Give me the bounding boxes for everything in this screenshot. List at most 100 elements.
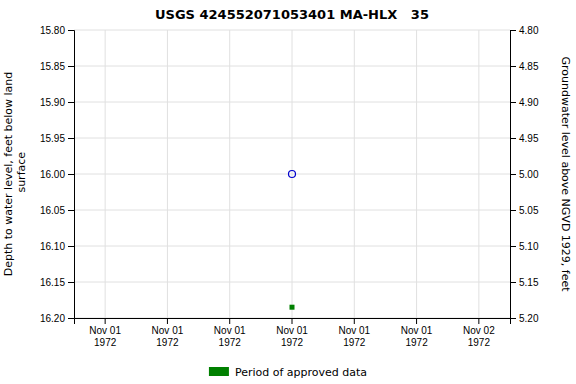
tick: 5.15 [510,277,539,288]
tick-mark [510,66,516,67]
tick-mark [478,318,479,324]
legend-swatch [209,367,229,376]
text-line: Nov 01 [338,325,370,336]
tick-label: 4.95 [519,133,539,144]
legend: Period of approved data [209,366,367,379]
tick-mark [68,66,74,67]
text-line: 1972 [94,337,117,348]
tick-label: 5.15 [519,277,539,288]
tick: 5.20 [510,313,539,324]
tick-label: Nov 021972 [463,325,495,348]
tick-label: 15.85 [40,61,65,72]
point [289,171,296,178]
tick-mark [510,102,516,103]
grid [74,30,510,318]
axis-line [68,31,75,319]
tick: Nov 011972 [214,318,246,348]
tick-mark [68,102,74,103]
chart: Nov 011972Nov 011972Nov 011972Nov 011972… [0,0,576,384]
y-axis-title: Depth to water level, feet below land su… [2,72,28,277]
tick: 16.10 [40,241,74,252]
series [289,171,296,178]
tick-mark [229,318,230,324]
tick-mark [510,30,516,31]
tick-label: 16.10 [40,241,65,252]
tick: 4.80 [510,25,539,36]
tick: 5.00 [510,169,539,180]
text-line: 1972 [343,337,366,348]
tick: 16.20 [40,313,74,324]
grid-line [229,30,230,318]
tick-label: 4.90 [519,97,539,108]
plot: Nov 011972Nov 011972Nov 011972Nov 011972… [40,25,539,348]
series [290,305,295,310]
tick-mark [354,318,355,324]
grid-line [105,30,106,318]
tick: 16.05 [40,205,74,216]
text-line: Nov 01 [214,325,246,336]
text-line: Nov 01 [276,325,308,336]
y2-axis-title: Groundwater level above NGVD 1929, feet [559,56,572,292]
tick-mark [510,138,516,139]
tick: 5.05 [510,205,539,216]
tick: 4.90 [510,97,539,108]
text-line: 1972 [405,337,428,348]
tick-label: Nov 011972 [89,325,121,348]
tick: Nov 011972 [276,318,308,348]
text-line: 1972 [468,337,491,348]
tick-mark [510,210,516,211]
text-line: Depth to water level, feet below land [2,72,15,277]
grid-line [354,30,355,318]
text-line: Nov 01 [89,325,121,336]
text-line: surface [15,152,28,196]
text-line: 1972 [219,337,242,348]
tick: Nov 011972 [89,318,121,348]
axis-line [75,319,511,325]
tick-mark [68,30,74,31]
grid-line [167,30,168,318]
grid-line [416,30,417,318]
tick-label: 5.00 [519,169,539,180]
tick-label: 15.90 [40,97,65,108]
tick-label: Nov 011972 [338,325,370,348]
y2-axis: 5.20 5.15 5.10 5.05 5.00 4.95 4.90 4.85 4.80 [510,25,539,324]
tick-label: 5.20 [519,313,539,324]
tick-label: 16.00 [40,169,65,180]
tick-label: 4.85 [519,61,539,72]
tick-mark [68,318,74,319]
tick: 15.80 [40,25,74,36]
tick-label: 16.05 [40,205,65,216]
y-axis: 15.8015.8515.9015.9516.0016.0516.1016.15… [40,25,75,324]
title: USGS 424552071053401 MA-HLX 35 [155,7,429,22]
tick: 16.00 [40,169,74,180]
tick-label: 5.05 [519,205,539,216]
grid-line [292,30,293,318]
marks [289,171,296,310]
tick-mark [68,138,74,139]
point [290,305,295,310]
tick-mark [510,246,516,247]
tick-mark [68,246,74,247]
tick: 15.85 [40,61,74,72]
grid-line [478,30,479,318]
legend-item: Period of approved data [209,366,367,379]
tick-label: Nov 011972 [152,325,184,348]
tick-label: 16.15 [40,277,65,288]
tick-mark [416,318,417,324]
tick: Nov 021972 [463,318,495,348]
text-line: 1972 [156,337,179,348]
tick-mark [68,174,74,175]
tick: 4.95 [510,133,539,144]
tick-label: Nov 011972 [401,325,433,348]
tick: 4.85 [510,61,539,72]
tick-label: 16.20 [40,313,65,324]
tick-mark [105,318,106,324]
tick-mark [292,318,293,324]
tick: Nov 011972 [401,318,433,348]
tick-mark [167,318,168,324]
tick: 15.90 [40,97,74,108]
axis-line [511,31,517,319]
tick-label: 5.10 [519,241,539,252]
tick: 5.10 [510,241,539,252]
tick-mark [510,174,516,175]
